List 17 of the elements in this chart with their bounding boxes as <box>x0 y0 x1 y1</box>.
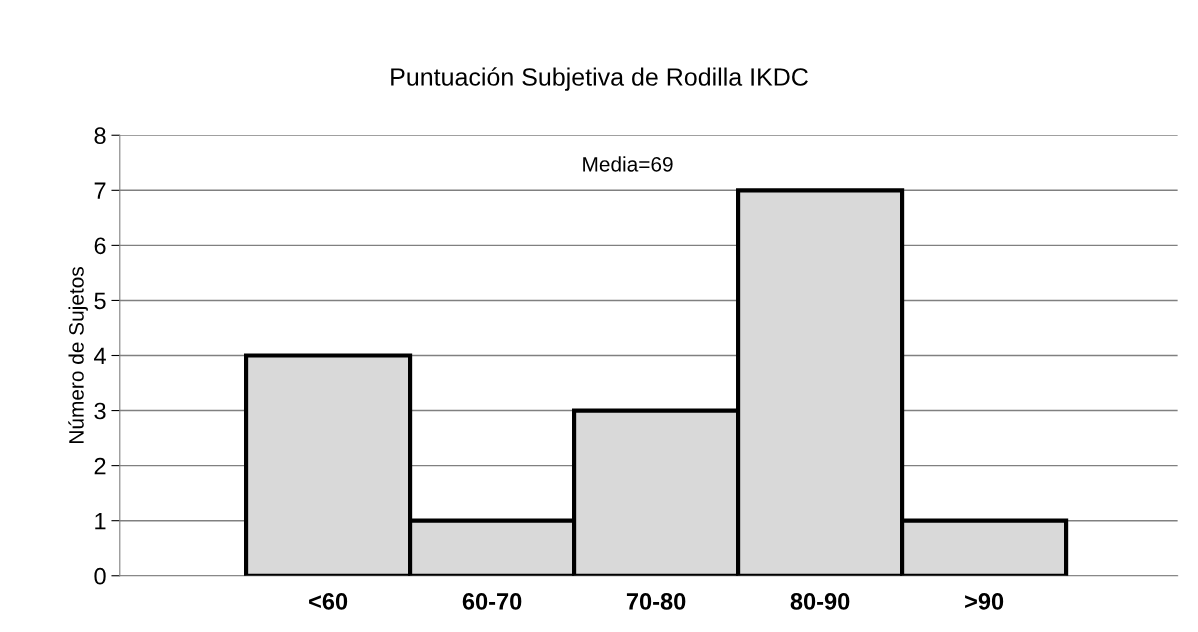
y-tick-label: 1 <box>95 513 106 530</box>
x-tick-label: <60 <box>309 593 348 610</box>
y-tick-label: 5 <box>94 292 106 310</box>
y-tick-label: 7 <box>94 182 106 199</box>
y-tick-label: 2 <box>94 457 106 475</box>
x-tick-label: 60-70 <box>462 593 522 610</box>
x-tick-label: >90 <box>965 593 1004 610</box>
y-tick-label: 6 <box>94 237 106 255</box>
y-tick-label: 4 <box>94 347 106 365</box>
y-tick-label: 8 <box>94 127 106 145</box>
x-tick-label: 70-80 <box>626 593 686 610</box>
chart-title: Puntuación Subjetiva de Rodilla IKDC <box>391 67 808 91</box>
x-tick-label: 80-90 <box>790 593 850 610</box>
y-tick-label: 0 <box>94 567 106 585</box>
y-tick-label: 3 <box>94 402 106 420</box>
annotation: Media=69 <box>583 156 673 172</box>
y-axis-title: Número de Sujetos <box>68 267 88 443</box>
